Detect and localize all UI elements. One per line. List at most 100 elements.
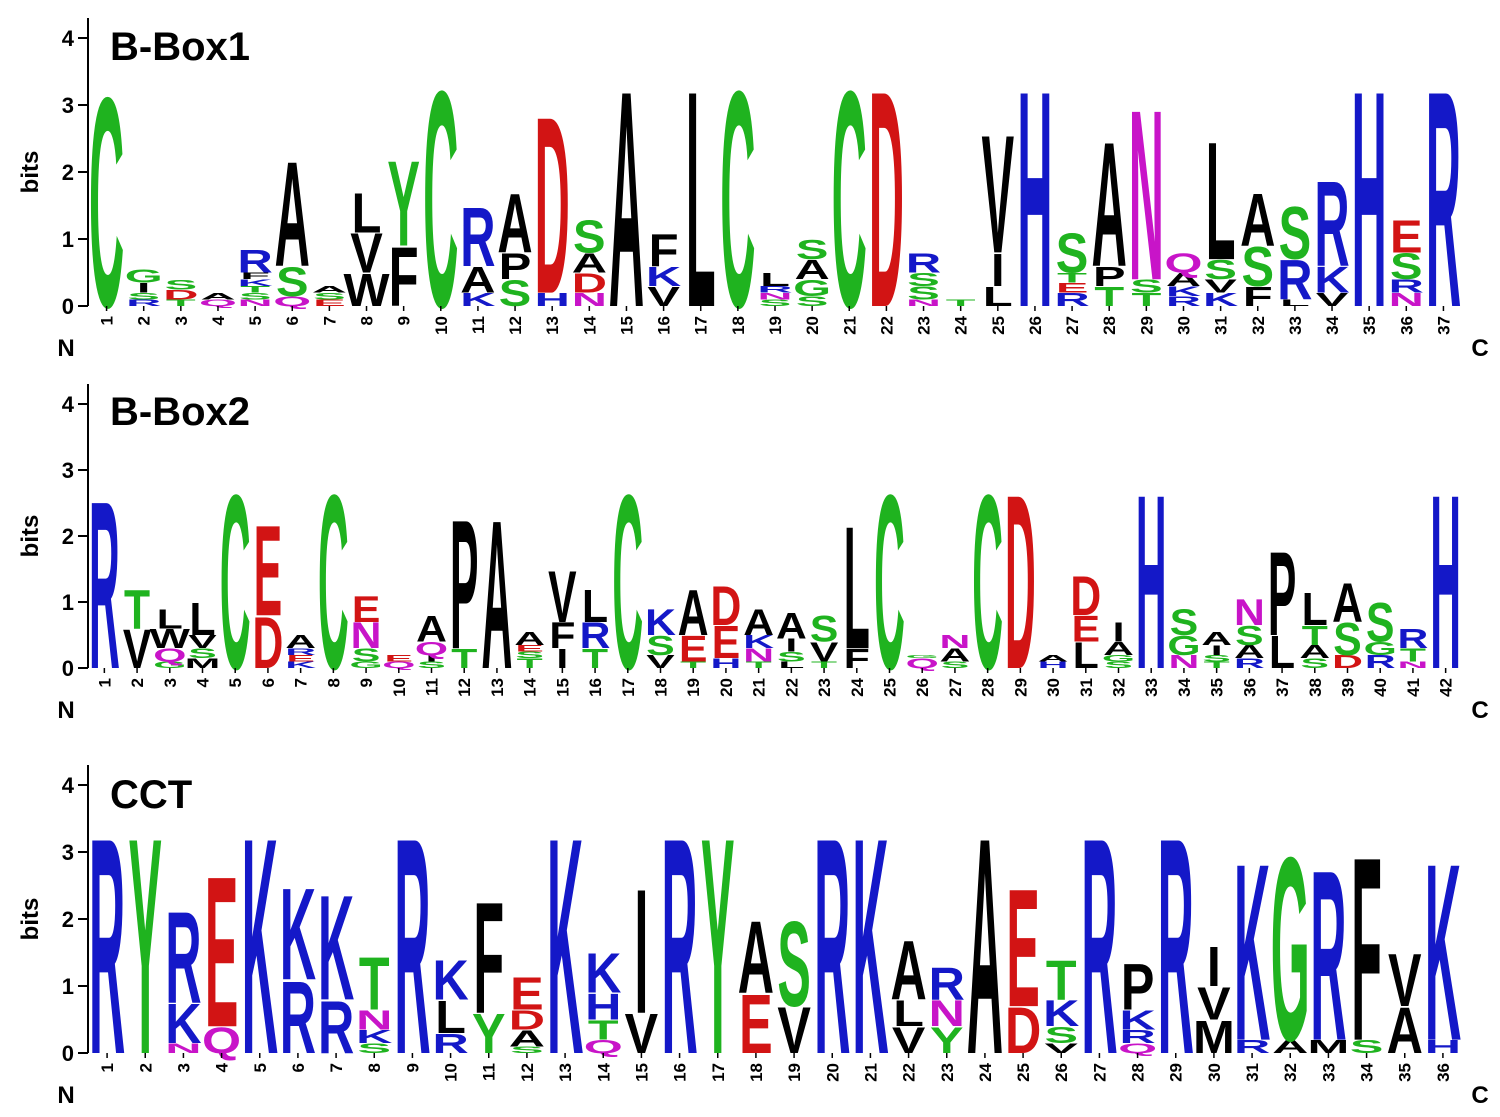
logo-letter-N: N	[237, 298, 272, 308]
logo-letter-A: A	[572, 248, 607, 279]
logo-letter-R: R	[460, 190, 495, 284]
logo-letter-S: S	[352, 645, 380, 666]
logo-letter-S: S	[165, 277, 198, 293]
logo-letter-K: K	[743, 631, 774, 652]
logo-letter-K: K	[645, 603, 676, 644]
logo-letter-V: V	[188, 631, 217, 652]
logo-column-10: RLK	[432, 950, 468, 1059]
logo-column-6: RK	[280, 862, 316, 1076]
logo-letter-L: L	[760, 269, 790, 290]
logo-letter-T: T	[588, 1014, 619, 1046]
logo-column-15: A	[609, 27, 644, 372]
logo-letter-W: W	[150, 623, 190, 655]
logo-letter-K: K	[646, 261, 682, 292]
logo-letter-A: A	[1332, 573, 1363, 635]
logo-letter-V: V	[810, 636, 838, 668]
y-tick-label: 3	[62, 840, 74, 865]
logo-column-29: R	[1158, 774, 1194, 1117]
logo-letter-G: G	[349, 660, 382, 670]
x-tick-label: 14	[594, 1062, 613, 1081]
logo-letter-S: S	[1301, 655, 1329, 671]
logo-column-19: VS	[777, 896, 811, 1067]
logo-column-23: YNR	[929, 958, 965, 1061]
x-tick-label: 22	[900, 1063, 919, 1082]
logo-letter-R: R	[929, 958, 965, 1010]
x-tick-label: 29	[1167, 1063, 1186, 1082]
n-terminus-label: N	[57, 1082, 74, 1109]
logo-letter-Q: Q	[906, 655, 939, 671]
logo-letter-N: N	[1169, 651, 1200, 672]
x-tick-label: 27	[946, 678, 965, 697]
logo-letter-V: V	[548, 554, 576, 637]
logo-letter-S: S	[239, 291, 272, 301]
x-tick-label: 2	[135, 316, 154, 325]
logo-letter-I: I	[426, 653, 438, 663]
logo-letter-K: K	[852, 774, 888, 1112]
x-tick-label: 30	[1205, 1063, 1224, 1082]
y-tick-label: 2	[62, 160, 74, 185]
x-tick-label: 25	[989, 316, 1008, 335]
x-tick-label: 8	[324, 678, 343, 687]
x-tick-label: 37	[1434, 316, 1453, 335]
logo-column-4: QA	[199, 291, 237, 308]
x-tick-label: 22	[877, 316, 896, 335]
x-tick-label: 5	[246, 316, 265, 325]
logo-column-33: MR	[1307, 821, 1349, 1092]
logo-column-35: AV	[1387, 938, 1423, 1068]
logo-letter-K: K	[1425, 811, 1461, 1094]
logo-letter-K: K	[1203, 289, 1239, 310]
logo-letter-P: P	[1121, 951, 1155, 1024]
logo-letter-M: M	[185, 655, 221, 671]
logo-letter-Q: Q	[382, 660, 415, 670]
logo-letter-A: A	[1092, 105, 1127, 304]
logo-letter-R: R	[1081, 774, 1117, 1112]
logo-letter-R: R	[1314, 156, 1349, 293]
logo-letter-S: S	[941, 660, 969, 670]
x-tick-label: 5	[251, 1063, 270, 1072]
logo-letter-N: N	[940, 631, 971, 652]
logo-letter-V: V	[982, 102, 1015, 289]
logo-letter-N: N	[165, 1040, 201, 1056]
logo-letter-N: N	[757, 291, 792, 301]
x-tick-label: 21	[861, 1063, 880, 1082]
logo-letter-S: S	[907, 269, 940, 290]
x-tick-label: 23	[938, 1063, 957, 1082]
panel-title: B-Box1	[110, 25, 250, 69]
logo-letter-C: C	[220, 442, 251, 721]
logo-letter-S: S	[1366, 592, 1394, 654]
logo-letter-A: A	[285, 631, 316, 652]
x-tick-label: 17	[709, 1063, 728, 1082]
logo-letter-S: S	[510, 1044, 543, 1055]
logo-letter-C: C	[89, 37, 124, 371]
logo-letter-E: E	[286, 653, 314, 663]
x-tick-label: 41	[1404, 678, 1423, 697]
logo-column-8: WVL	[343, 182, 390, 317]
logo-column-3: NKR	[165, 885, 201, 1056]
logo-letter-T: T	[1131, 289, 1161, 310]
x-tick-label: 18	[729, 316, 748, 335]
logo-letter-I: I	[556, 643, 568, 675]
x-tick-label: 27	[1090, 1063, 1109, 1082]
logo-column-1: R	[89, 452, 120, 719]
x-tick-label: 33	[1286, 316, 1305, 335]
logo-column-17: L	[686, 27, 716, 372]
x-tick-label: 9	[357, 678, 376, 687]
logo-letter-K: K	[1043, 993, 1079, 1034]
logo-letter-R: R	[1365, 651, 1396, 672]
logo-letter-A: A	[1272, 1037, 1308, 1058]
logo-letter-A: A	[460, 260, 495, 301]
y-tick-label: 2	[62, 907, 74, 932]
logo-letter-T: T	[1057, 270, 1087, 286]
logo-letter-C: C	[318, 442, 349, 721]
logo-letter-H: H	[1430, 442, 1461, 721]
x-tick-label: 25	[1014, 1063, 1033, 1082]
logo-letter-R: R	[1234, 655, 1265, 671]
logo-column-2: Y	[128, 774, 162, 1117]
